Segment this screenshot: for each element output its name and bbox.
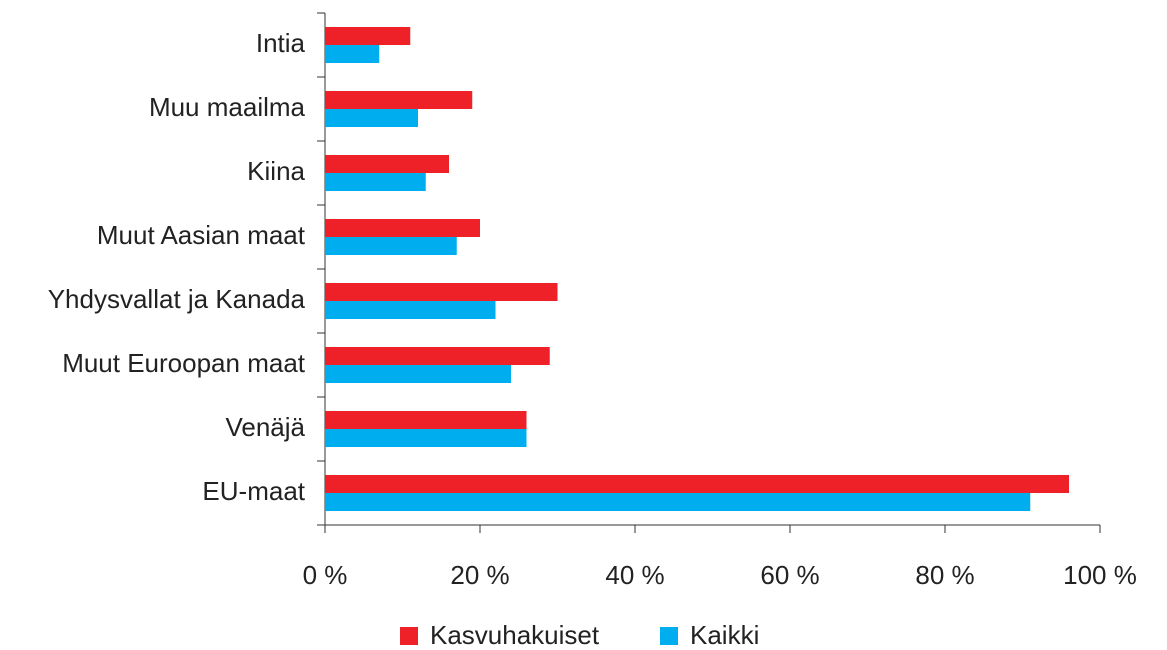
bar bbox=[325, 155, 449, 173]
legend-label: Kasvuhakuiset bbox=[430, 620, 600, 650]
bar bbox=[325, 347, 550, 365]
y-tick-label: Muut Euroopan maat bbox=[62, 348, 306, 378]
legend-label: Kaikki bbox=[690, 620, 759, 650]
y-tick-label: Venäjä bbox=[225, 412, 305, 442]
bar bbox=[325, 45, 380, 63]
bar bbox=[325, 301, 496, 319]
bar bbox=[325, 475, 1069, 493]
bar bbox=[325, 91, 473, 109]
bar bbox=[325, 219, 480, 237]
x-tick-label: 80 % bbox=[915, 560, 974, 590]
bar bbox=[325, 283, 558, 301]
y-tick-label: Yhdysvallat ja Kanada bbox=[48, 284, 306, 314]
bar bbox=[325, 27, 411, 45]
x-tick-label: 60 % bbox=[760, 560, 819, 590]
legend-swatch bbox=[660, 627, 678, 645]
legend-swatch bbox=[400, 627, 418, 645]
bar bbox=[325, 411, 527, 429]
bar bbox=[325, 429, 527, 447]
y-tick-label: Muut Aasian maat bbox=[97, 220, 306, 250]
x-tick-label: 20 % bbox=[450, 560, 509, 590]
y-tick-label: EU-maat bbox=[202, 476, 305, 506]
y-tick-label: Intia bbox=[256, 28, 306, 58]
y-tick-label: Muu maailma bbox=[149, 92, 306, 122]
x-tick-label: 100 % bbox=[1063, 560, 1137, 590]
y-tick-label: Kiina bbox=[247, 156, 305, 186]
bar bbox=[325, 173, 426, 191]
x-tick-label: 0 % bbox=[303, 560, 348, 590]
bar bbox=[325, 237, 457, 255]
bar bbox=[325, 109, 418, 127]
x-tick-label: 40 % bbox=[605, 560, 664, 590]
bar bbox=[325, 365, 511, 383]
bar bbox=[325, 493, 1031, 511]
